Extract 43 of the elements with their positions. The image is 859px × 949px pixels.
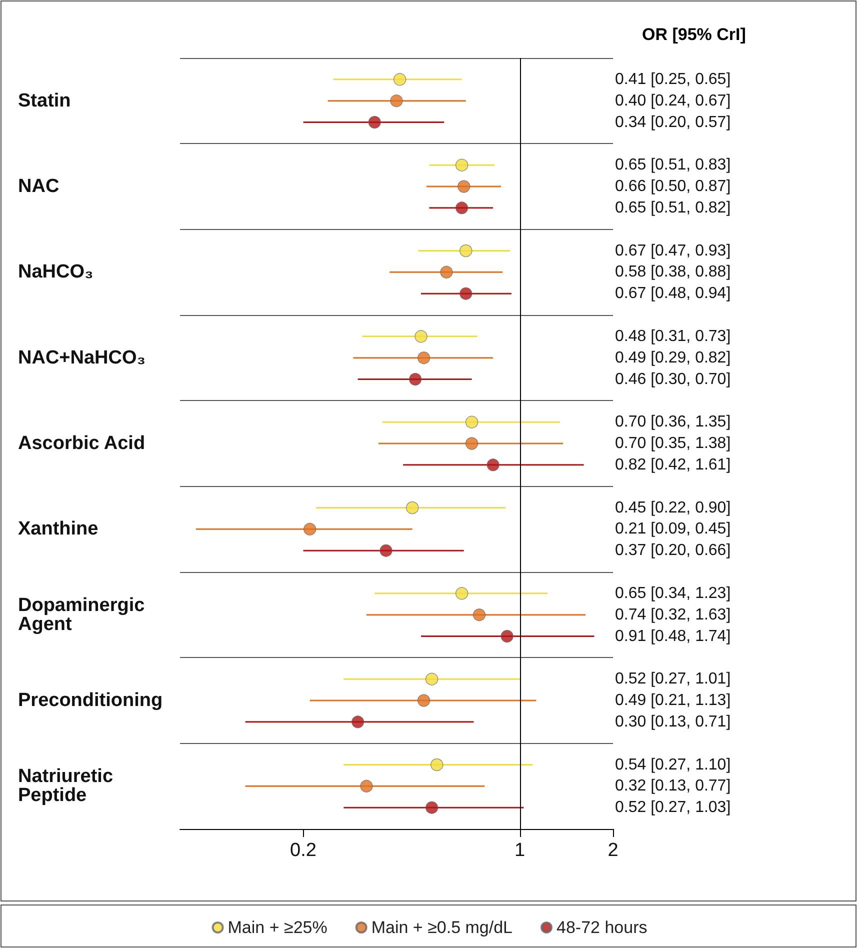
text: 0.21 [0.09, 0.45] bbox=[615, 520, 731, 538]
y-tick-label: Natriuretic Peptide bbox=[18, 766, 118, 806]
text: 0.49 [0.29, 0.82] bbox=[615, 349, 731, 366]
text: 0.65 [0.51, 0.83] bbox=[615, 156, 731, 174]
text: 0.65 [0.34, 1.23] bbox=[615, 584, 731, 602]
text: 0.82 [0.42, 1.61] bbox=[615, 456, 731, 474]
text: 0.54 [0.27, 1.10] bbox=[615, 756, 731, 774]
text: 0.30 [0.13, 0.71] bbox=[615, 713, 731, 730]
text: 0.67 [0.47, 0.93] bbox=[615, 242, 731, 260]
text: 0.32 [0.13, 0.77] bbox=[615, 778, 731, 795]
text: 0.48 [0.31, 0.73] bbox=[615, 328, 731, 345]
legend-label: 48-72 hours bbox=[556, 918, 648, 937]
text: 0.37 [0.20, 0.66] bbox=[615, 542, 731, 560]
legend-label: Main + ≥0.5 mg/dL bbox=[371, 918, 513, 937]
text: 0.52 [0.27, 1.03] bbox=[615, 799, 731, 816]
x-tick-label: 0.2 bbox=[290, 840, 316, 861]
y-tick-label: Dopaminergic Agent bbox=[18, 594, 150, 635]
y-tick-label: Ascorbic Acid bbox=[18, 433, 146, 454]
text: 0.49 [0.21, 1.13] bbox=[615, 692, 731, 709]
text: 0.66 [0.50, 0.87] bbox=[615, 178, 731, 195]
text: 0.58 [0.38, 0.88] bbox=[615, 264, 731, 281]
text: 0.40 [0.24, 0.67] bbox=[615, 92, 731, 110]
y-tick-label: NAC bbox=[18, 176, 60, 197]
text: 0.34 [0.20, 0.57] bbox=[615, 114, 731, 131]
y-tick-label: Statin bbox=[18, 90, 71, 112]
text: 0.45 [0.22, 0.90] bbox=[615, 499, 731, 516]
y-tick-label: Preconditioning bbox=[18, 690, 163, 711]
text: 0.52 [0.27, 1.01] bbox=[615, 670, 731, 688]
legend-label: Main + ≥25% bbox=[228, 918, 328, 937]
x-tick-label: 1 bbox=[514, 840, 526, 861]
text: 0.65 [0.51, 0.82] bbox=[615, 199, 731, 216]
x-tick-label: 2 bbox=[608, 840, 618, 861]
y-tick-label: NaHCO₃ bbox=[18, 262, 94, 283]
y-tick-label: Xanthine bbox=[18, 518, 98, 540]
text: 0.70 [0.36, 1.35] bbox=[615, 414, 731, 431]
y-tick-label: NAC+NaHCO₃ bbox=[18, 347, 146, 368]
text: 0.46 [0.30, 0.70] bbox=[615, 370, 731, 388]
text: 0.67 [0.48, 0.94] bbox=[615, 285, 731, 302]
text: 0.41 [0.25, 0.65] bbox=[615, 70, 731, 88]
text: 0.74 [0.32, 1.63] bbox=[615, 606, 731, 624]
text: 0.91 [0.48, 1.74] bbox=[615, 628, 731, 645]
text: 0.70 [0.35, 1.38] bbox=[615, 435, 731, 452]
text: OR [95% CrI] bbox=[642, 25, 746, 44]
